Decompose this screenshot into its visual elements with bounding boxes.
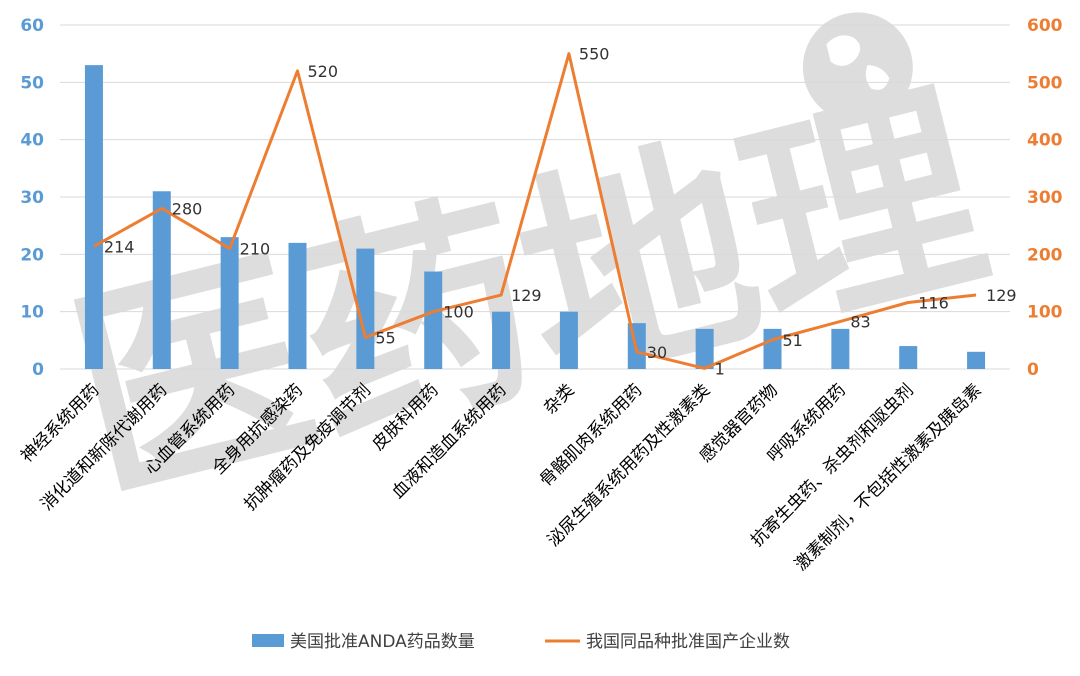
left-tick-label: 40	[20, 131, 44, 151]
line-data-label: 116	[918, 293, 949, 312]
bar	[831, 328, 850, 369]
bar	[152, 191, 171, 369]
legend: 美国批准ANDA药品数量 我国同品种批准国产企业数	[252, 632, 790, 652]
line-data-label: 280	[172, 199, 203, 218]
line-series	[93, 52, 977, 370]
line-data-label: 129	[986, 286, 1017, 305]
gridlines	[60, 24, 1010, 370]
line-data-label: 129	[511, 286, 542, 305]
line-data-label: 550	[579, 45, 610, 64]
bar	[492, 311, 511, 369]
right-tick-label: 400	[1027, 131, 1063, 151]
line-data-label: 214	[104, 237, 135, 256]
right-tick-label: 600	[1027, 16, 1063, 36]
bar	[288, 242, 307, 369]
line-data-label: 51	[783, 331, 803, 350]
right-axis: 0 100 200 300 400 500 600	[1027, 16, 1063, 380]
line-data-label: 520	[308, 62, 339, 81]
line-data-label: 1	[715, 359, 725, 378]
line-data-label: 30	[647, 343, 667, 362]
bar	[424, 271, 443, 369]
left-tick-label: 0	[32, 360, 44, 380]
right-tick-label: 300	[1027, 188, 1063, 208]
line-data-labels: 214 280 210 520 55 100 129 550 30 1 51 83 116 129	[104, 45, 1017, 379]
legend-bar-swatch	[252, 634, 284, 647]
globe-icon	[802, 12, 913, 123]
left-tick-label: 30	[20, 188, 44, 208]
line-data-label: 210	[240, 240, 271, 259]
bar	[84, 65, 103, 369]
legend-line-label: 我国同品种批准国产企业数	[586, 632, 790, 652]
legend-bar-label: 美国批准ANDA药品数量	[290, 632, 475, 652]
bar	[695, 328, 714, 369]
watermark: 医药地理	[50, 12, 1007, 536]
right-tick-label: 100	[1027, 303, 1063, 323]
bar	[763, 328, 782, 369]
right-tick-label: 200	[1027, 245, 1063, 265]
bar	[967, 351, 986, 369]
left-axis: 0 10 20 30 40 50 60	[20, 16, 44, 380]
line-data-label: 100	[443, 303, 474, 322]
right-tick-label: 500	[1027, 73, 1063, 93]
right-tick-label: 0	[1027, 360, 1039, 380]
line-path	[93, 52, 977, 370]
bar	[356, 248, 375, 369]
left-tick-label: 10	[20, 303, 44, 323]
line-data-label: 55	[375, 328, 395, 347]
left-tick-label: 20	[20, 245, 44, 265]
left-tick-label: 50	[20, 73, 44, 93]
left-tick-label: 60	[20, 16, 44, 36]
line-data-label: 83	[850, 312, 870, 331]
bar	[899, 346, 918, 369]
bar	[220, 237, 239, 369]
bar	[559, 311, 578, 369]
